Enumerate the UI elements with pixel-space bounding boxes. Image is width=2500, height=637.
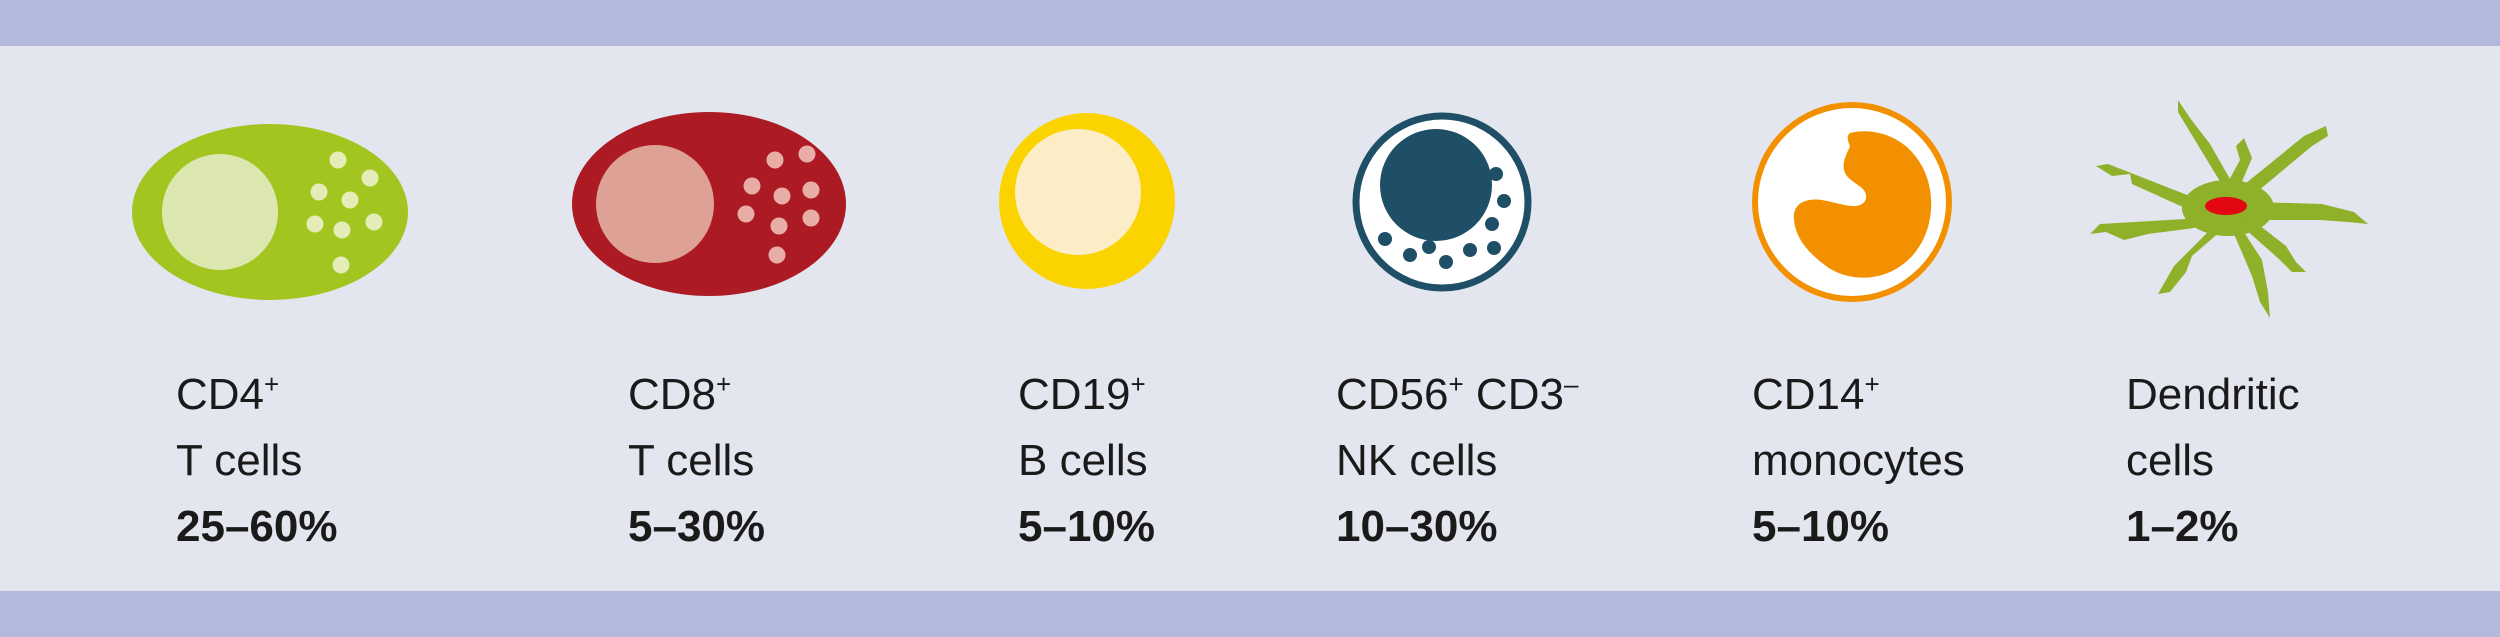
- marker-text: CD14+: [1752, 369, 1880, 419]
- cell-type-text: monocytes: [1752, 436, 1965, 485]
- cd19-b-cell-icon: [999, 113, 1175, 289]
- marker-text: Dendritic: [2126, 370, 2300, 419]
- nk-cell-icon: [1352, 112, 1532, 292]
- cell-label-dendritic: Dendritic cells 1–2%: [2126, 362, 2300, 560]
- cell-label-cd4: CD4+ T cells 25–60%: [176, 362, 337, 560]
- cd4-t-cell-icon: [132, 124, 408, 300]
- cell-type-text: B cells: [1018, 436, 1148, 485]
- cell-label-cd14: CD14+ monocytes 5–10%: [1752, 362, 1965, 560]
- cell-type-text: T cells: [628, 436, 755, 485]
- percentage-range: 5–10%: [1018, 502, 1156, 551]
- marker-text: CD4+: [176, 369, 280, 419]
- cell-label-cd19: CD19+ B cells 5–10%: [1018, 362, 1155, 560]
- percentage-range: 5–10%: [1752, 502, 1890, 551]
- cell-type-text: NK cells: [1336, 436, 1498, 485]
- cd8-t-cell-icon: [572, 112, 846, 296]
- cell-label-nk: CD56+ CD3– NK cells 10–30%: [1336, 362, 1578, 560]
- cell-label-cd8: CD8+ T cells 5–30%: [628, 362, 765, 560]
- marker-text: CD56+ CD3–: [1336, 369, 1579, 419]
- percentage-range: 1–2%: [2126, 502, 2239, 551]
- monocyte-icon: [1752, 102, 1952, 302]
- top-band: [0, 0, 2500, 46]
- cell-type-text: T cells: [176, 436, 303, 485]
- marker-text: CD8+: [628, 369, 732, 419]
- percentage-range: 5–30%: [628, 502, 766, 551]
- cell-type-text: cells: [2126, 436, 2215, 485]
- bottom-band: [0, 591, 2500, 637]
- percentage-range: 25–60%: [176, 502, 338, 551]
- percentage-range: 10–30%: [1336, 502, 1498, 551]
- marker-text: CD19+: [1018, 369, 1146, 419]
- dendritic-cell-icon: [2090, 100, 2368, 318]
